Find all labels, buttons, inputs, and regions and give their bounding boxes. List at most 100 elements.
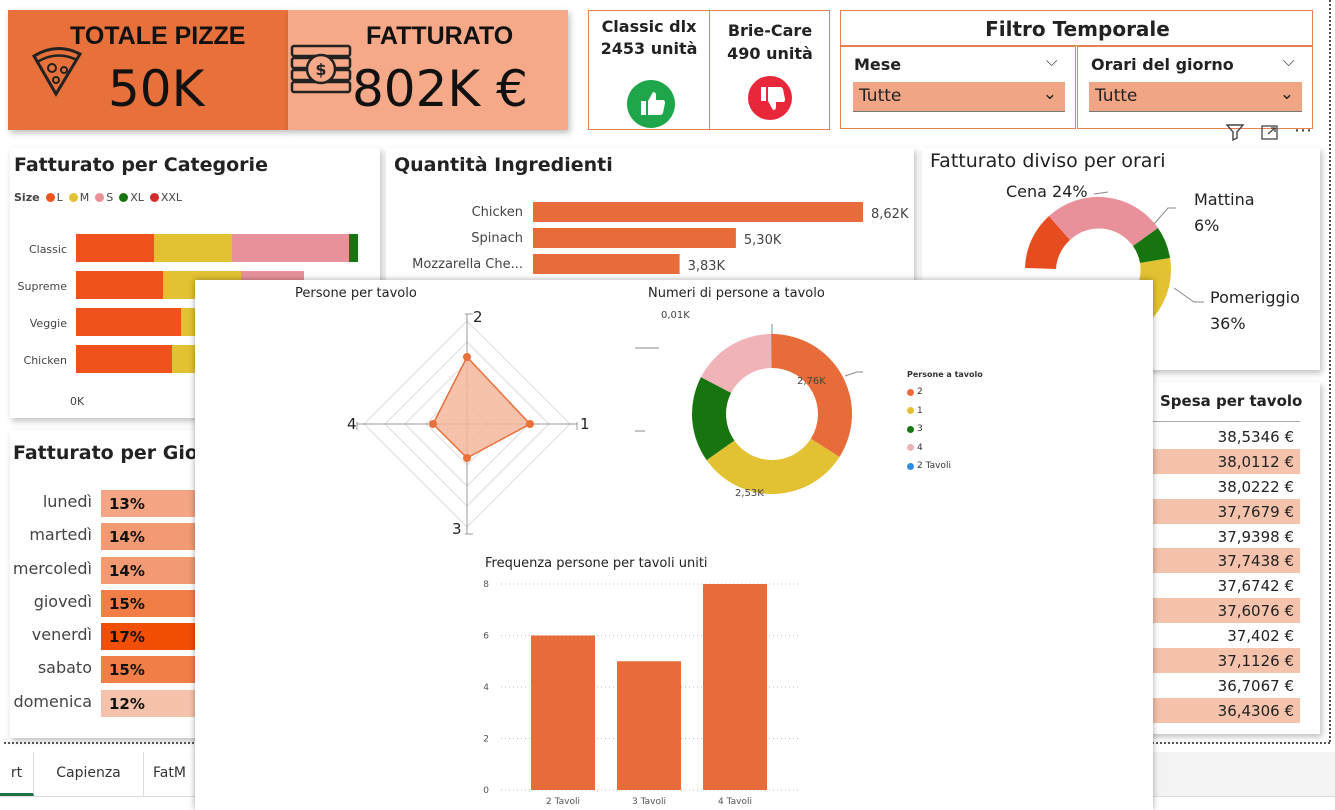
ingredienti-bar[interactable] [533,254,680,274]
slicer-mese[interactable]: Mese ⌵ Tutte ⌄ [840,46,1076,129]
categorie-bar-segment[interactable] [76,234,154,262]
spesa-row: 38,0222 € [1060,474,1300,499]
categorie-row-label: Supreme [18,280,68,293]
orari-title: Fatturato diviso per orari [930,150,1166,172]
size-legend-label: XXL [160,191,183,204]
radar-area [432,355,532,459]
radar-axis-label-1: 1 [580,415,590,433]
spesa-value: 37,1126 € [1217,652,1294,671]
radar-point-2 [463,353,471,361]
radar-point-4 [429,420,437,428]
persone-legend-item[interactable]: 4 [907,439,983,458]
size-legend-item[interactable]: S [95,191,113,204]
giorni-pct-value: 14% [109,528,145,547]
persone-legend-item[interactable]: 2 Tavoli [907,457,983,476]
categorie-bar-segment[interactable] [349,234,358,262]
money-stack-icon: $ [290,44,352,94]
slicer-orari-chevron-icon[interactable]: ⌵ [1283,52,1295,70]
frequenza-bar-chart: 0 2 4 6 8 2 Tavoli 3 Tavoli 4 Tavoli [483,580,801,807]
spesa-value: 37,6076 € [1217,602,1294,621]
frequenza-bar[interactable] [703,584,767,790]
persone-donut-slice[interactable] [772,334,852,458]
orari-label-pomeriggio: Pomeriggio [1210,288,1300,307]
size-legend-item[interactable]: M [68,191,89,204]
ingredienti-bar[interactable] [533,228,736,248]
spesa-row: 37,402 € [1060,623,1300,648]
persone-donut-slice[interactable] [692,377,735,461]
legend-dot-icon [907,388,914,396]
tab-fatm-label: FatM [153,765,186,781]
best-pizza-card: Classic dlx 2453 unità [588,10,710,130]
ingredienti-bar[interactable] [533,202,863,222]
mese-dropdown[interactable]: Tutte ⌄ [853,82,1065,112]
giorni-day-label: lunedì [42,492,92,511]
frequenza-xtick-label: 3 Tavoli [632,797,666,807]
spesa-header-line [1060,421,1300,422]
persone-legend-item[interactable]: 3 [907,420,983,439]
slicer-orari[interactable]: Orari del giorno ⌵ Tutte ⌄ [1077,46,1313,129]
persone-donut-slice[interactable] [771,334,772,369]
spesa-value: 37,9398 € [1217,527,1294,546]
spesa-row: 38,5346 € [1060,424,1300,449]
categorie-bar-segment[interactable] [154,234,232,262]
categorie-bar-segment[interactable] [76,271,163,299]
legend-dot-icon [95,193,105,202]
size-legend-item[interactable]: XXL [149,191,183,204]
frequenza-bar[interactable] [617,661,681,790]
categorie-row-label: Veggie [30,317,67,330]
persone-legend-item[interactable]: 1 [907,402,983,421]
persone-legend-item[interactable]: 2 [907,383,983,402]
best-pizza-name: Classic dlx [601,17,697,36]
frequenza-xtick-label: 4 Tavoli [718,797,752,807]
persone-donut-slice[interactable] [706,438,840,494]
spesa-row: 36,7067 € [1060,673,1300,698]
spesa-value: 38,5346 € [1217,428,1294,446]
categorie-bar-segment[interactable] [232,234,349,262]
giorni-day-label: venerdì [31,625,92,645]
orari-label-mattina-pct: 6% [1194,216,1220,235]
persone-donut-slice[interactable] [700,334,772,393]
frequenza-ytick-label: 0 [483,786,489,796]
tab-capienza[interactable]: Capienza [34,752,144,796]
orari-slice-cena-s [1049,196,1158,246]
ingredienti-value-label: 8,62K [871,207,909,222]
size-legend-item[interactable]: L [45,191,63,204]
slicer-mese-label: Mese [854,55,902,74]
more-options-icon[interactable]: ⋯ [1294,120,1313,141]
spesa-value: 38,0112 € [1217,452,1294,471]
size-legend-label: XL [130,191,144,204]
slicer-orari-label: Orari del giorno [1091,55,1234,74]
capienza-overlay: Persone per tavolo 2 1 3 4 Numeri di per… [195,280,1153,810]
filter-icon[interactable] [1225,123,1245,141]
page-boundary-right [1329,0,1331,742]
tab-fatm[interactable]: FatM [144,752,196,796]
orari-dropdown[interactable]: Tutte ⌄ [1089,82,1302,112]
kpi-fatturato-label: FATTURATO [366,22,514,50]
spesa-value: 36,4306 € [1217,701,1294,720]
categorie-bar-segment[interactable] [76,308,181,336]
categorie-bar-segment[interactable] [76,345,172,373]
categorie-legend-title: Size [14,191,40,204]
ingredienti-row-label: Chicken [472,205,523,220]
focus-mode-icon[interactable] [1260,124,1280,141]
spesa-value: 37,7679 € [1217,502,1294,521]
giorni-pct-value: 12% [109,694,145,713]
slicer-mese-chevron-icon[interactable]: ⌵ [1046,52,1058,70]
frequenza-bar[interactable] [531,635,595,791]
persone-legend-label: 2 Tavoli [917,461,951,472]
ingredienti-title: Quantità Ingredienti [394,154,613,176]
categorie-title: Fatturato per Categorie [14,154,268,176]
giorni-pct-value: 14% [109,561,145,580]
spesa-row: 37,9398 € [1060,524,1300,549]
spesa-value: 38,0222 € [1217,477,1294,496]
tab-report[interactable]: rt [0,752,34,796]
giorni-day-label: giovedì [33,591,92,611]
size-legend-item[interactable]: XL [119,191,144,204]
tab-report-label: rt [10,765,23,781]
radar-axis-label-3: 3 [452,520,462,538]
orari-dropdown-value: Tutte [1095,86,1138,106]
giorni-pct-value: 13% [109,495,145,513]
radar-point-1 [526,420,534,428]
thumbs-up-icon [627,80,675,128]
